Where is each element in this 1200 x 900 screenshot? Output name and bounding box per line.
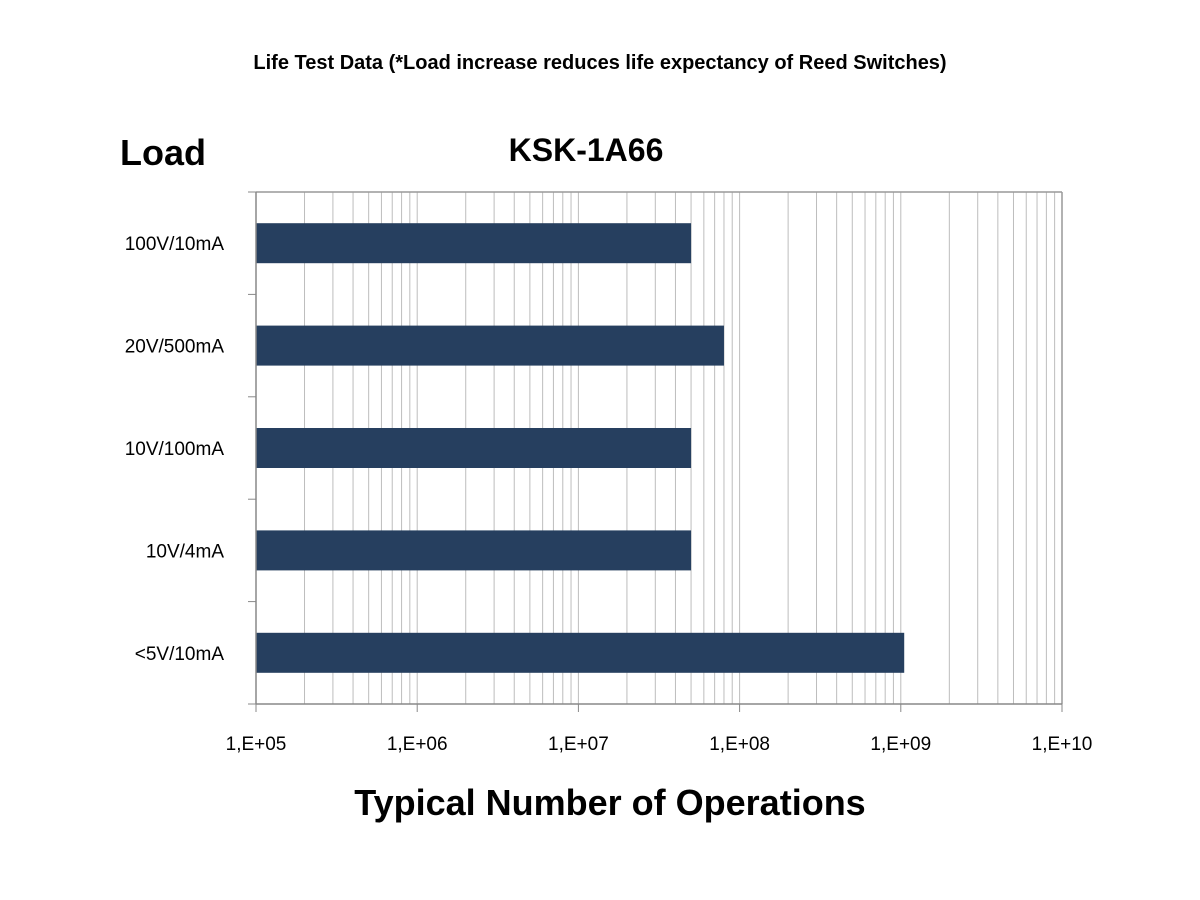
x-tick-label: 1,E+05 (226, 734, 287, 755)
bar-3 (256, 530, 692, 571)
x-tick-label: 1,E+06 (387, 734, 448, 755)
bar-1 (256, 325, 724, 366)
chart-subtitle: Life Test Data (*Load increase reduces l… (253, 52, 947, 74)
x-tick-label: 1,E+10 (1032, 734, 1093, 755)
x-tick-label: 1,E+07 (548, 734, 609, 755)
chart-title: KSK-1A66 (508, 132, 664, 168)
y-tick-label: 10V/100mA (125, 439, 225, 460)
x-tick-label: 1,E+09 (870, 734, 931, 755)
bar-0 (256, 223, 692, 264)
y-tick-label: <5V/10mA (135, 644, 225, 665)
bar-2 (256, 428, 692, 468)
x-tick-label: 1,E+08 (709, 734, 770, 755)
y-tick-label: 10V/4mA (146, 541, 224, 562)
y-tick-label: 100V/10mA (125, 234, 225, 255)
x-axis-label: Typical Number of Operations (354, 782, 866, 823)
y-axis-label: Load (120, 132, 206, 173)
bar-4 (256, 632, 905, 673)
y-tick-label: 20V/500mA (125, 337, 225, 358)
